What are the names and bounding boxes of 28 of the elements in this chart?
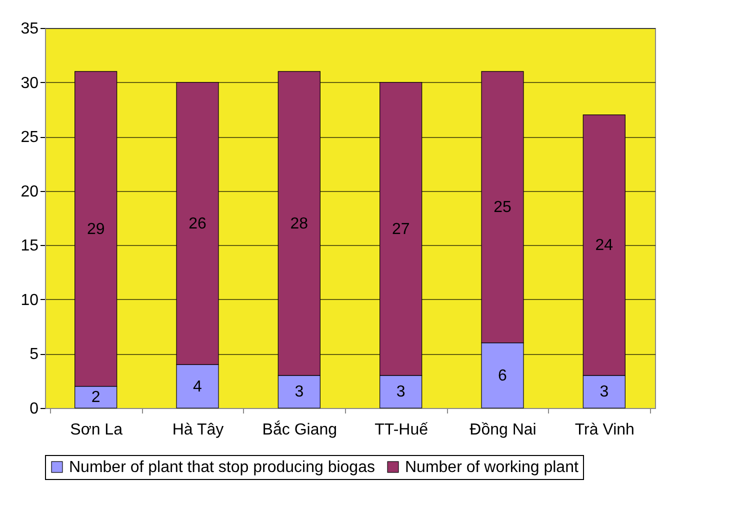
y-tick-label: 30 [20, 74, 39, 92]
data-label: 2 [91, 389, 100, 406]
data-label: 27 [392, 220, 410, 238]
data-label: 4 [193, 378, 202, 396]
data-label: 29 [86, 220, 105, 238]
data-label: 28 [290, 215, 308, 232]
legend-label: Number of plant that stop producing biogas [69, 459, 375, 476]
y-tick-label: 35 [20, 20, 39, 38]
legend-label: Number of working plant [405, 459, 579, 476]
y-tick-label: 10 [20, 292, 39, 309]
x-tick-label: Bắc Giang [262, 420, 338, 438]
y-tick-label: 15 [20, 238, 39, 255]
y-tick-label: 5 [30, 346, 39, 364]
x-tick-label: TT-Huế [374, 422, 428, 438]
data-label: 24 [595, 237, 614, 254]
data-label: 26 [188, 215, 206, 232]
x-tick-label: Sơn La [70, 422, 123, 438]
y-tick-label: 0 [30, 400, 39, 418]
y-tick-label: 20 [20, 183, 39, 200]
data-label: 3 [600, 384, 609, 401]
data-label: 3 [294, 384, 304, 401]
x-tick-label: Trà Vinh [574, 422, 634, 438]
data-label: 6 [498, 367, 508, 384]
y-tick-label: 25 [20, 129, 39, 146]
x-tick-label: Đồng Nai [470, 422, 536, 438]
data-label: 3 [396, 384, 406, 401]
data-label: 25 [494, 199, 512, 216]
x-tick-label: Hà Tây [172, 422, 224, 438]
